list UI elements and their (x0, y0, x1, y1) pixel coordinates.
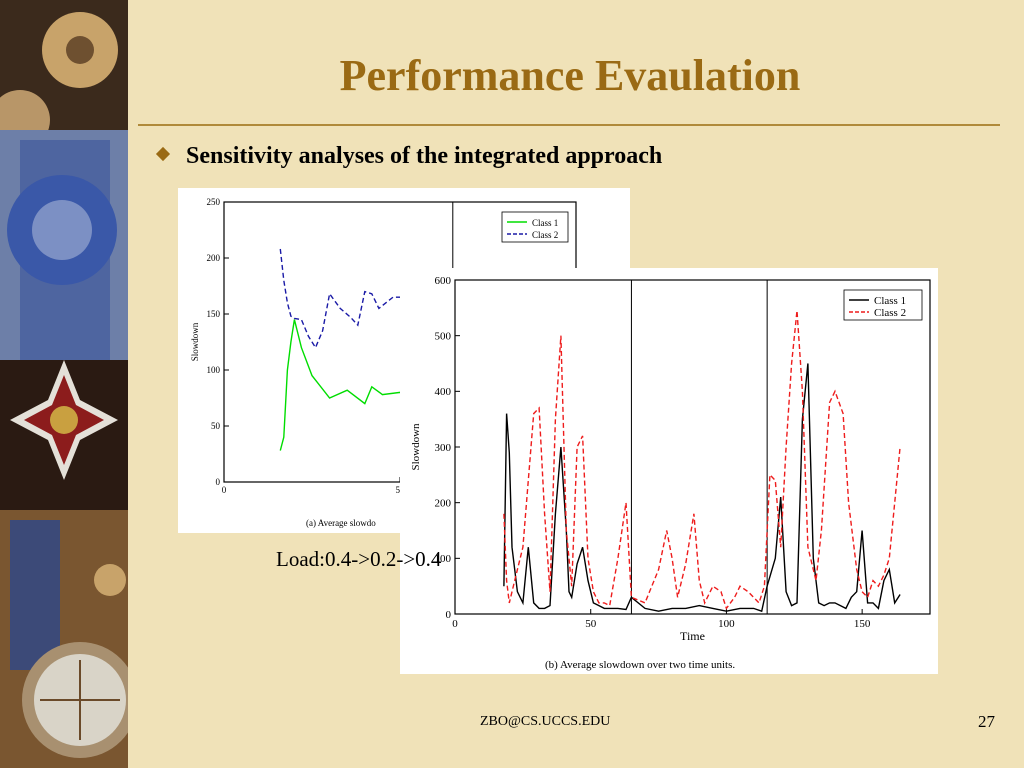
y-tick-label: 500 (435, 331, 452, 343)
title-divider (138, 124, 1000, 126)
x-tick-label: 100 (718, 618, 735, 630)
y-tick-label: 50 (211, 421, 221, 431)
x-axis-label: Time (680, 629, 705, 643)
legend-label-1: Class 1 (532, 218, 558, 228)
y-axis-label: Slowdown (410, 423, 422, 471)
bullet-item: Sensitivity analyses of the integrated a… (155, 143, 663, 170)
page-number: 27 (978, 712, 995, 731)
y-tick-label: 100 (435, 553, 452, 565)
x-tick-label: 150 (854, 618, 871, 630)
y-tick-label: 100 (207, 365, 221, 375)
legend-label-2: Class 2 (532, 230, 558, 240)
y-tick-label: 0 (446, 609, 452, 621)
legend-label-2: Class 2 (874, 307, 906, 319)
y-tick-label: 200 (435, 498, 452, 510)
series-line-1 (503, 363, 901, 613)
y-tick-label: 0 (216, 477, 221, 487)
load-label: Load:0.4->0.2->0.4 (276, 547, 442, 571)
bullet-text: Sensitivity analyses of the integrated a… (186, 143, 663, 169)
decorative-medal-strip (0, 0, 128, 768)
footer-email: ZBO@CS.UCCS.EDU (480, 714, 611, 729)
chart-panel-b: 0 50 100 150 0 100 200 300 400 500 600 Class 1 Class… (400, 268, 938, 674)
chart-caption: (a) Average slowdo (306, 518, 376, 528)
legend-box (501, 211, 569, 243)
chart-caption: (b) Average slowdown over two time units… (545, 659, 735, 671)
y-tick-label: 200 (207, 253, 221, 263)
diamond-bullet-icon (155, 146, 171, 162)
x-tick-label: 0 (452, 618, 458, 630)
series-line-2 (279, 248, 506, 355)
series-line-2 (503, 310, 901, 610)
y-tick-label: 150 (207, 309, 221, 319)
legend-box (843, 289, 923, 321)
y-tick-label: 300 (435, 442, 452, 454)
x-tick-label: 50 (585, 618, 597, 630)
y-axis-label: Slowdown (190, 322, 200, 361)
legend-label-1: Class 1 (874, 295, 906, 307)
x-tick-label: 0 (222, 485, 227, 495)
y-tick-label: 600 (435, 275, 452, 287)
chart-b: 0 50 100 150 0 100 200 300 400 500 600 Class 1Class… (410, 275, 931, 671)
slide-title: Performance Evaulation (339, 51, 801, 100)
y-tick-label: 250 (207, 197, 221, 207)
y-tick-label: 400 (435, 386, 452, 398)
